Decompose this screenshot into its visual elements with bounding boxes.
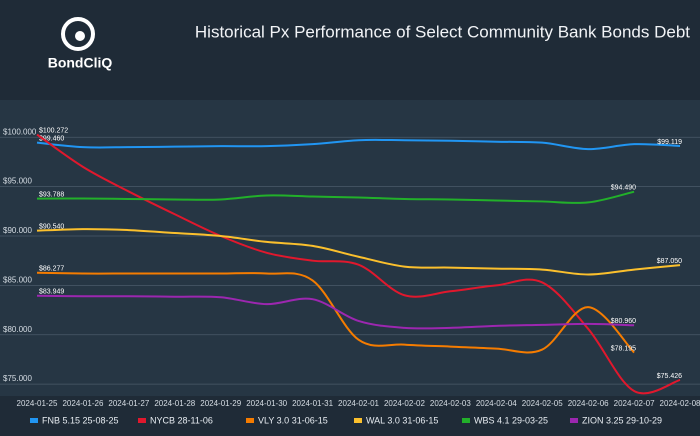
y-tick-label: $80.000 (3, 325, 32, 334)
x-tick-label: 2024-02-04 (476, 399, 517, 408)
y-tick-label: $100.000 (3, 127, 37, 136)
x-tick-label: 2024-02-02 (384, 399, 425, 408)
legend-marker (246, 418, 254, 423)
y-tick-label: $90.000 (3, 226, 32, 235)
value-label: $86.277 (39, 266, 64, 273)
value-label: $94.490 (611, 185, 636, 192)
value-label: $99.460 (39, 135, 64, 142)
value-label: $93.788 (39, 191, 64, 198)
legend-label: FNB 5.15 25-08-25 (42, 415, 119, 425)
logo-icon (61, 17, 95, 51)
legend-label: VLY 3.0 31-06-15 (258, 415, 328, 425)
legend-marker (138, 418, 146, 423)
series-line (36, 294, 635, 330)
x-tick-label: 2024-01-27 (108, 399, 149, 408)
x-tick-label: 2024-02-05 (522, 399, 563, 408)
x-tick-label: 2024-02-03 (430, 399, 471, 408)
x-tick-label: 2024-01-28 (154, 399, 195, 408)
logo: BondCliQ (48, 17, 113, 71)
legend-marker (570, 418, 578, 423)
x-tick-label: 2024-01-29 (200, 399, 241, 408)
legend-label: NYCB 28-11-06 (150, 415, 213, 425)
x-tick-label: 2024-01-30 (246, 399, 287, 408)
x-tick-label: 2024-02-07 (614, 399, 655, 408)
series-line (36, 271, 635, 354)
value-label: $90.540 (39, 224, 64, 231)
y-tick-label: $85.000 (3, 275, 32, 284)
value-label: $78.195 (611, 345, 636, 352)
value-label: $75.426 (657, 373, 682, 380)
legend-marker (462, 418, 470, 423)
value-label: $87.050 (657, 258, 682, 265)
x-tick-label: 2024-02-08 (660, 399, 700, 408)
value-label: $99.119 (657, 139, 682, 146)
x-tick-label: 2024-01-26 (62, 399, 103, 408)
series-line (36, 190, 635, 205)
legend-label: WBS 4.1 29-03-25 (474, 415, 548, 425)
y-tick-label: $75.000 (3, 374, 32, 383)
x-tick-label: 2024-02-06 (568, 399, 609, 408)
series-line (36, 228, 681, 276)
chart-title: Historical Px Performance of Select Comm… (195, 22, 690, 41)
series-line (36, 138, 681, 151)
legend-marker (30, 418, 38, 423)
value-label: $80.960 (611, 318, 636, 325)
logo-icon (75, 31, 85, 41)
legend-marker (354, 418, 362, 423)
x-tick-label: 2024-01-25 (17, 399, 58, 408)
x-tick-label: 2024-01-31 (292, 399, 333, 408)
y-tick-label: $95.000 (3, 177, 32, 186)
value-label: $100.272 (39, 127, 68, 134)
plot-area (0, 100, 700, 396)
x-tick-label: 2024-02-01 (338, 399, 379, 408)
legend-label: ZION 3.25 29-10-29 (582, 415, 662, 425)
logo-text: BondCliQ (48, 55, 113, 71)
value-label: $83.949 (39, 289, 64, 296)
legend-label: WAL 3.0 31-06-15 (366, 415, 438, 425)
